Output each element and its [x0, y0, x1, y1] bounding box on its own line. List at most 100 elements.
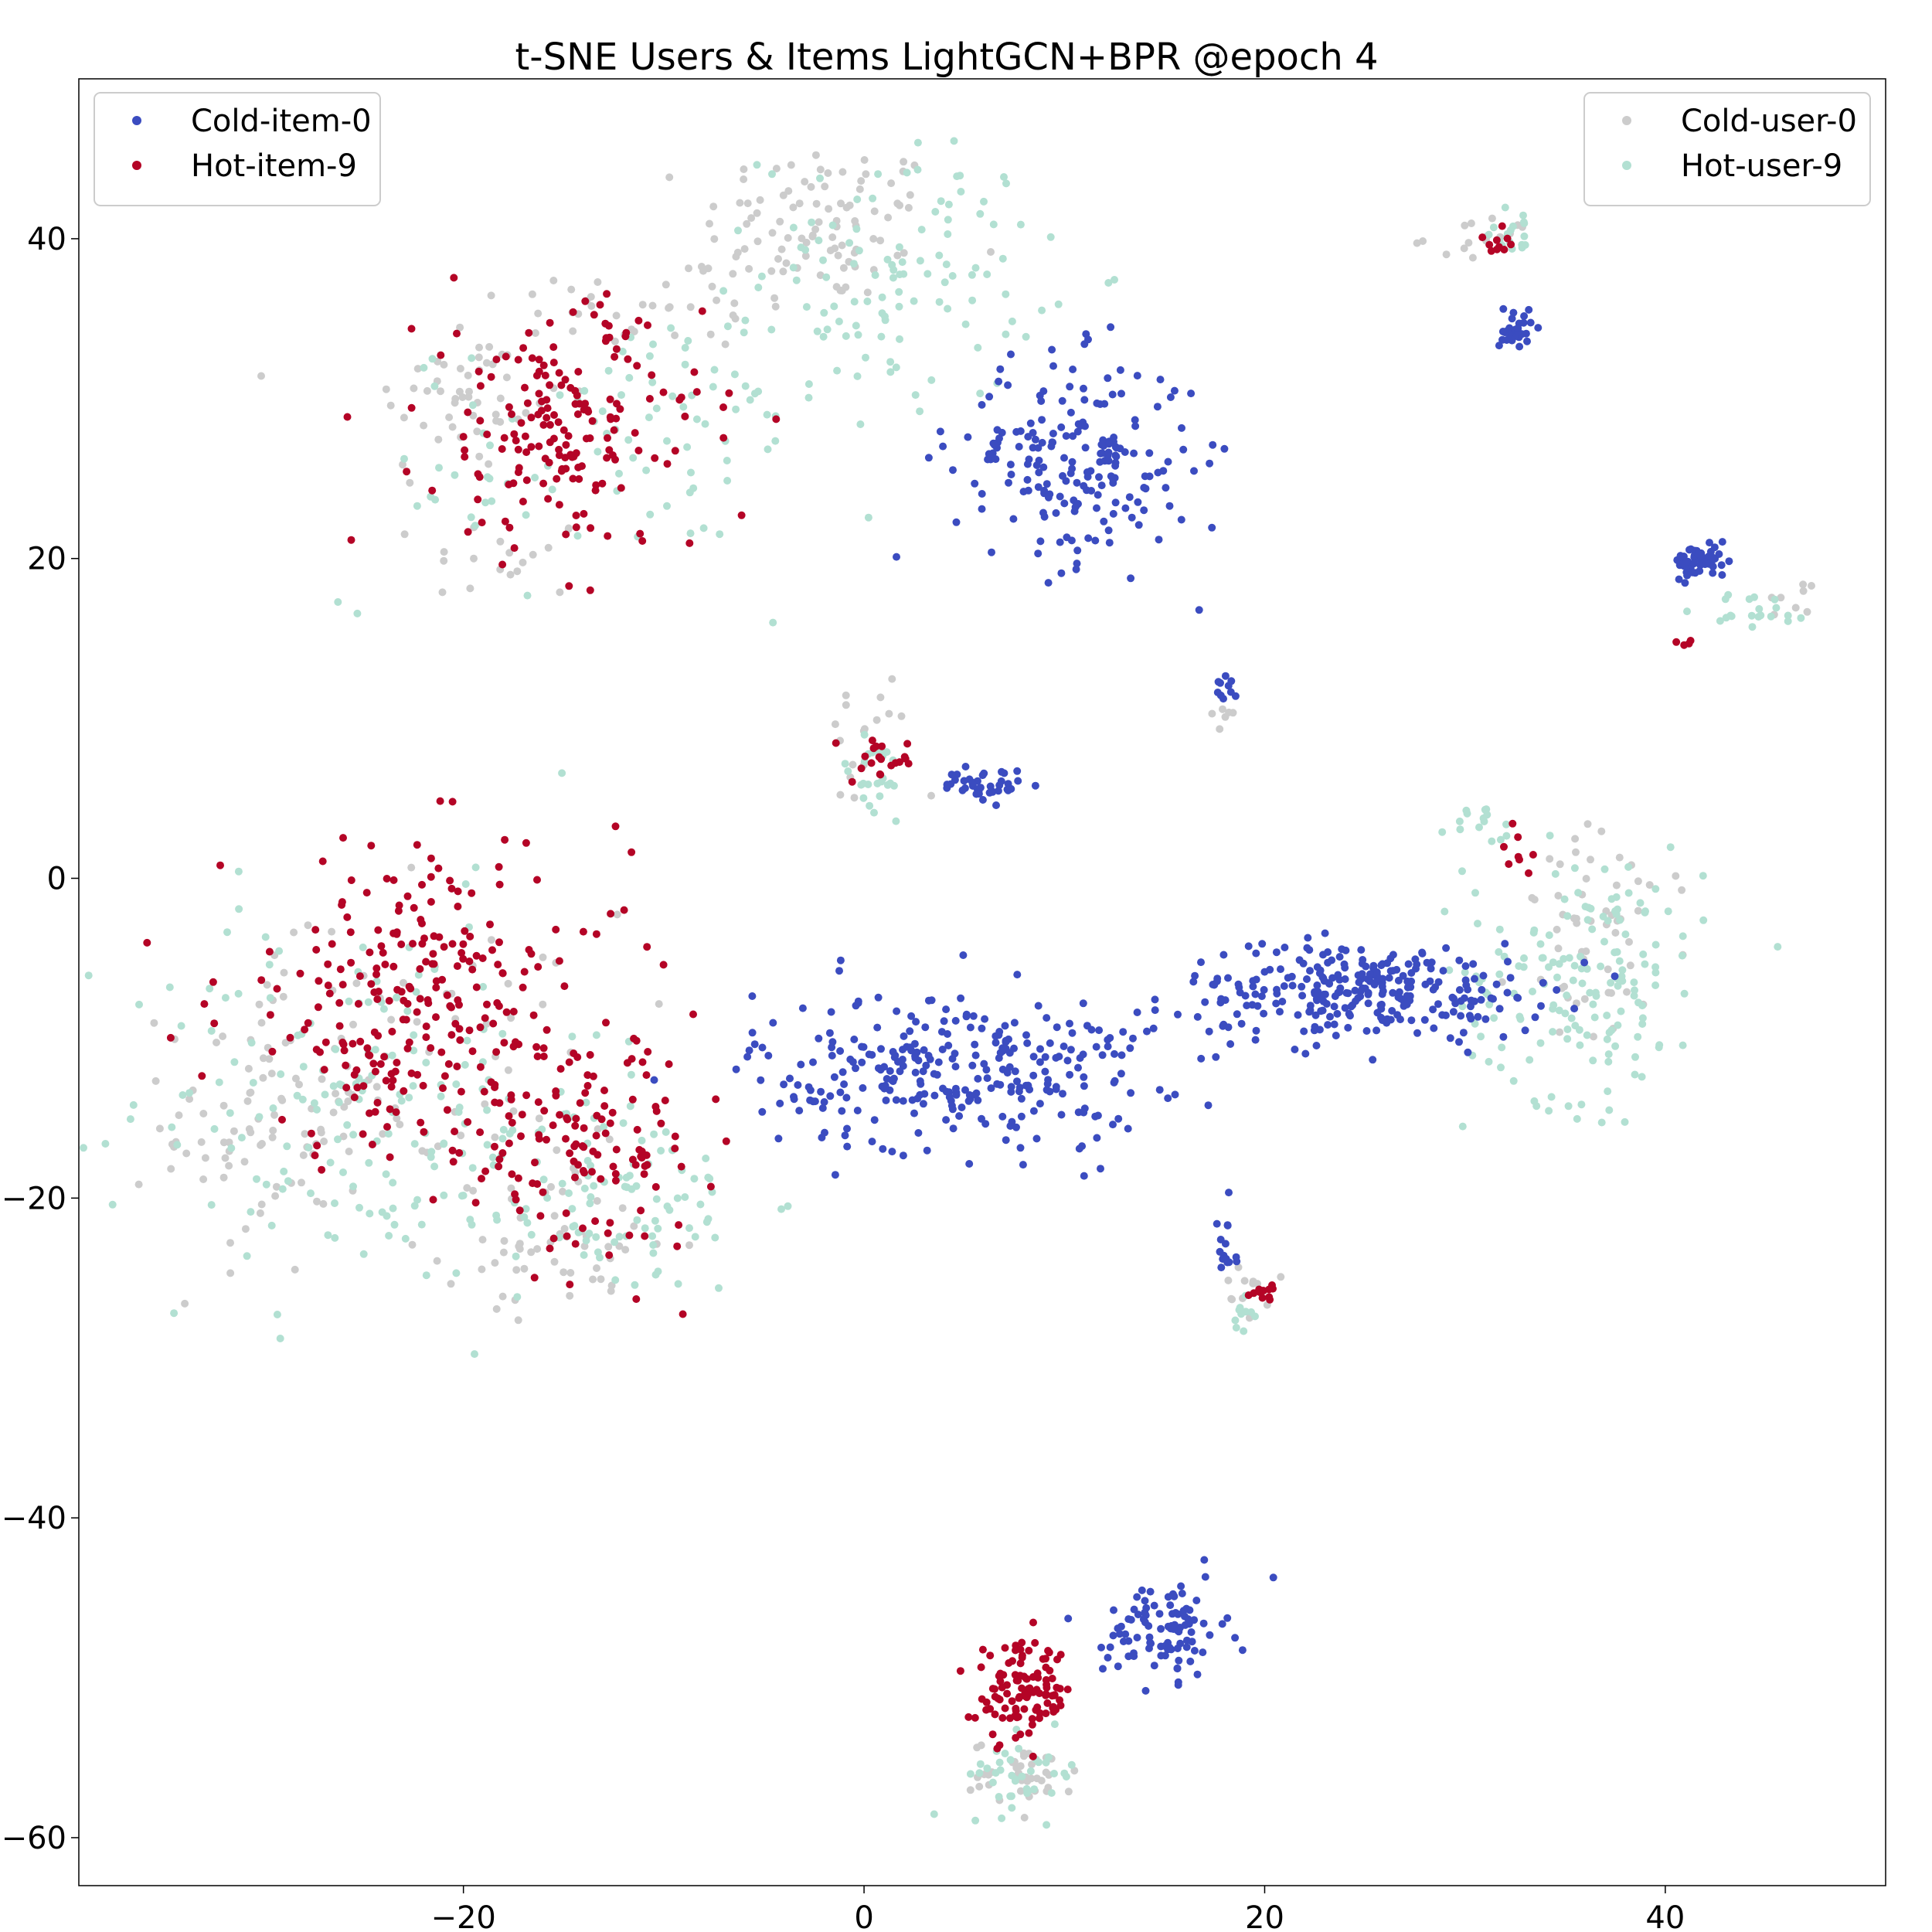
- scatter-point: [709, 202, 718, 211]
- scatter-point: [842, 701, 850, 709]
- scatter-point: [504, 979, 512, 988]
- scatter-point: [543, 413, 551, 422]
- scatter-point: [1514, 852, 1522, 861]
- scatter-point: [1717, 561, 1726, 570]
- scatter-point: [891, 759, 900, 767]
- scatter-point: [585, 1230, 594, 1238]
- scatter-point: [968, 1061, 977, 1070]
- scatter-point: [540, 1107, 549, 1115]
- scatter-point: [347, 536, 355, 544]
- scatter-point: [657, 1119, 665, 1128]
- scatter-point: [1495, 947, 1503, 956]
- scatter-point: [842, 691, 850, 699]
- scatter-point: [988, 1730, 997, 1739]
- scatter-point: [621, 332, 630, 341]
- scatter-point: [1607, 895, 1616, 903]
- scatter-point: [1696, 566, 1704, 575]
- scatter-point: [1002, 1045, 1010, 1053]
- scatter-point: [641, 1162, 649, 1170]
- scatter-point: [403, 1007, 412, 1015]
- scatter-point: [1104, 526, 1113, 535]
- scatter-point: [240, 1158, 249, 1166]
- scatter-point: [549, 1234, 558, 1243]
- scatter-point: [489, 1019, 498, 1028]
- scatter-point: [710, 235, 719, 243]
- scatter-point: [968, 779, 977, 787]
- scatter-point: [951, 1016, 960, 1025]
- scatter-point: [340, 1103, 349, 1111]
- scatter-point: [1024, 1081, 1032, 1090]
- scatter-point: [1477, 1032, 1485, 1041]
- scatter-point: [1049, 430, 1057, 437]
- scatter-point: [487, 1078, 495, 1087]
- scatter-point: [1515, 1012, 1524, 1021]
- scatter-point: [556, 1065, 565, 1073]
- scatter-point: [1197, 1054, 1206, 1063]
- scatter-point: [534, 963, 543, 971]
- scatter-point: [698, 307, 706, 315]
- scatter-point: [531, 1158, 539, 1167]
- scatter-point: [1012, 1646, 1019, 1655]
- scatter-point: [754, 284, 763, 291]
- scatter-point: [1500, 842, 1508, 851]
- scatter-point: [939, 1084, 947, 1093]
- scatter-point: [1575, 1026, 1583, 1034]
- scatter-point: [234, 989, 243, 998]
- scatter-point: [554, 418, 563, 427]
- scatter-point: [388, 1051, 396, 1060]
- scatter-point: [1467, 996, 1475, 1005]
- scatter-point: [861, 752, 869, 760]
- scatter-point: [350, 1094, 359, 1101]
- scatter-point: [544, 543, 553, 552]
- scatter-point: [1216, 725, 1224, 733]
- scatter-point: [1507, 240, 1515, 249]
- scatter-point: [1678, 886, 1686, 894]
- scatter-point: [403, 999, 412, 1008]
- scatter-point: [1062, 1773, 1070, 1781]
- scatter-point: [571, 1173, 579, 1182]
- scatter-point: [199, 1110, 208, 1117]
- scatter-point: [355, 1203, 363, 1212]
- scatter-point: [1631, 1070, 1639, 1079]
- scatter-point: [1539, 954, 1547, 962]
- scatter-point: [355, 972, 364, 981]
- scatter-point: [1332, 1032, 1340, 1039]
- scatter-point: [874, 993, 883, 1002]
- scatter-point: [1577, 1100, 1586, 1109]
- scatter-point: [1181, 1621, 1189, 1629]
- scatter-point: [1046, 1039, 1054, 1047]
- scatter-point: [971, 1051, 980, 1060]
- scatter-point: [1497, 1063, 1505, 1072]
- scatter-point: [880, 1063, 889, 1071]
- scatter-point: [911, 391, 920, 400]
- scatter-point: [1094, 1111, 1102, 1120]
- scatter-point: [1016, 427, 1025, 435]
- scatter-point: [854, 331, 862, 339]
- scatter-point: [1278, 998, 1287, 1005]
- scatter-point: [828, 233, 837, 241]
- scatter-point: [602, 1019, 610, 1027]
- scatter-point: [886, 368, 895, 376]
- scatter-point: [1681, 579, 1689, 587]
- scatter-point: [998, 254, 1007, 263]
- scatter-point: [1799, 580, 1808, 589]
- scatter-point: [611, 1176, 620, 1185]
- scatter-point: [648, 378, 657, 386]
- scatter-point: [1049, 362, 1057, 370]
- scatter-point: [213, 1039, 220, 1046]
- scatter-point: [1682, 557, 1691, 566]
- scatter-point: [801, 252, 810, 260]
- scatter-point: [628, 1155, 637, 1164]
- scatter-point: [1032, 1134, 1041, 1143]
- scatter-point: [428, 486, 437, 495]
- scatter-point: [876, 236, 885, 245]
- scatter-point: [659, 961, 668, 969]
- scatter-point: [413, 1196, 421, 1204]
- scatter-point: [1240, 1277, 1249, 1285]
- scatter-point: [1056, 1685, 1064, 1693]
- scatter-point: [956, 172, 964, 180]
- scatter-point: [1032, 461, 1041, 469]
- scatter-point: [683, 443, 692, 451]
- scatter-point: [638, 1154, 646, 1162]
- scatter-point: [376, 1060, 385, 1068]
